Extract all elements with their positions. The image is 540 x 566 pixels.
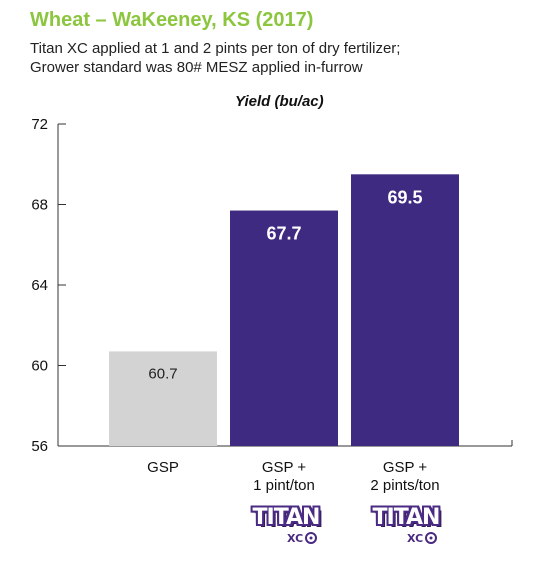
bar-value-label: 60.7 — [148, 365, 177, 382]
y-tick-label: 72 — [31, 116, 48, 133]
chart-title: Wheat – WaKeeney, KS (2017) — [30, 9, 314, 31]
logo-sub: XC — [287, 532, 304, 545]
y-tick-label: 56 — [31, 438, 48, 455]
bar-value-label: 67.7 — [266, 224, 301, 244]
logo-word: TITAN — [372, 505, 441, 530]
x-tick-label: GSP + — [383, 459, 428, 476]
swirl-icon — [305, 532, 317, 544]
x-tick-label: GSP — [147, 459, 179, 476]
titan-xc-logo: TITAN XC — [247, 505, 337, 555]
titan-xc-logo: TITAN XC — [367, 505, 457, 555]
logo-word: TITAN — [252, 505, 321, 530]
subtitle-line-1: Titan XC applied at 1 and 2 pints per to… — [30, 40, 401, 57]
y-tick-label: 68 — [31, 197, 48, 214]
bar — [351, 174, 459, 446]
y-tick-label: 64 — [31, 277, 48, 294]
y-tick-label: 60 — [31, 358, 48, 375]
y-axis-label: Yield (bu/ac) — [235, 93, 324, 110]
bar — [109, 351, 217, 446]
logo-sub: XC — [407, 532, 424, 545]
bar-value-label: 69.5 — [387, 187, 422, 207]
x-tick-label: 1 pint/ton — [253, 477, 315, 494]
x-tick-label: 2 pints/ton — [370, 477, 439, 494]
subtitle-line-2: Grower standard was 80# MESZ applied in-… — [30, 59, 363, 76]
x-tick-label: GSP + — [262, 459, 307, 476]
bar — [230, 210, 338, 446]
chart-subtitle: Titan XC applied at 1 and 2 pints per to… — [30, 39, 530, 77]
swirl-icon — [425, 532, 437, 544]
